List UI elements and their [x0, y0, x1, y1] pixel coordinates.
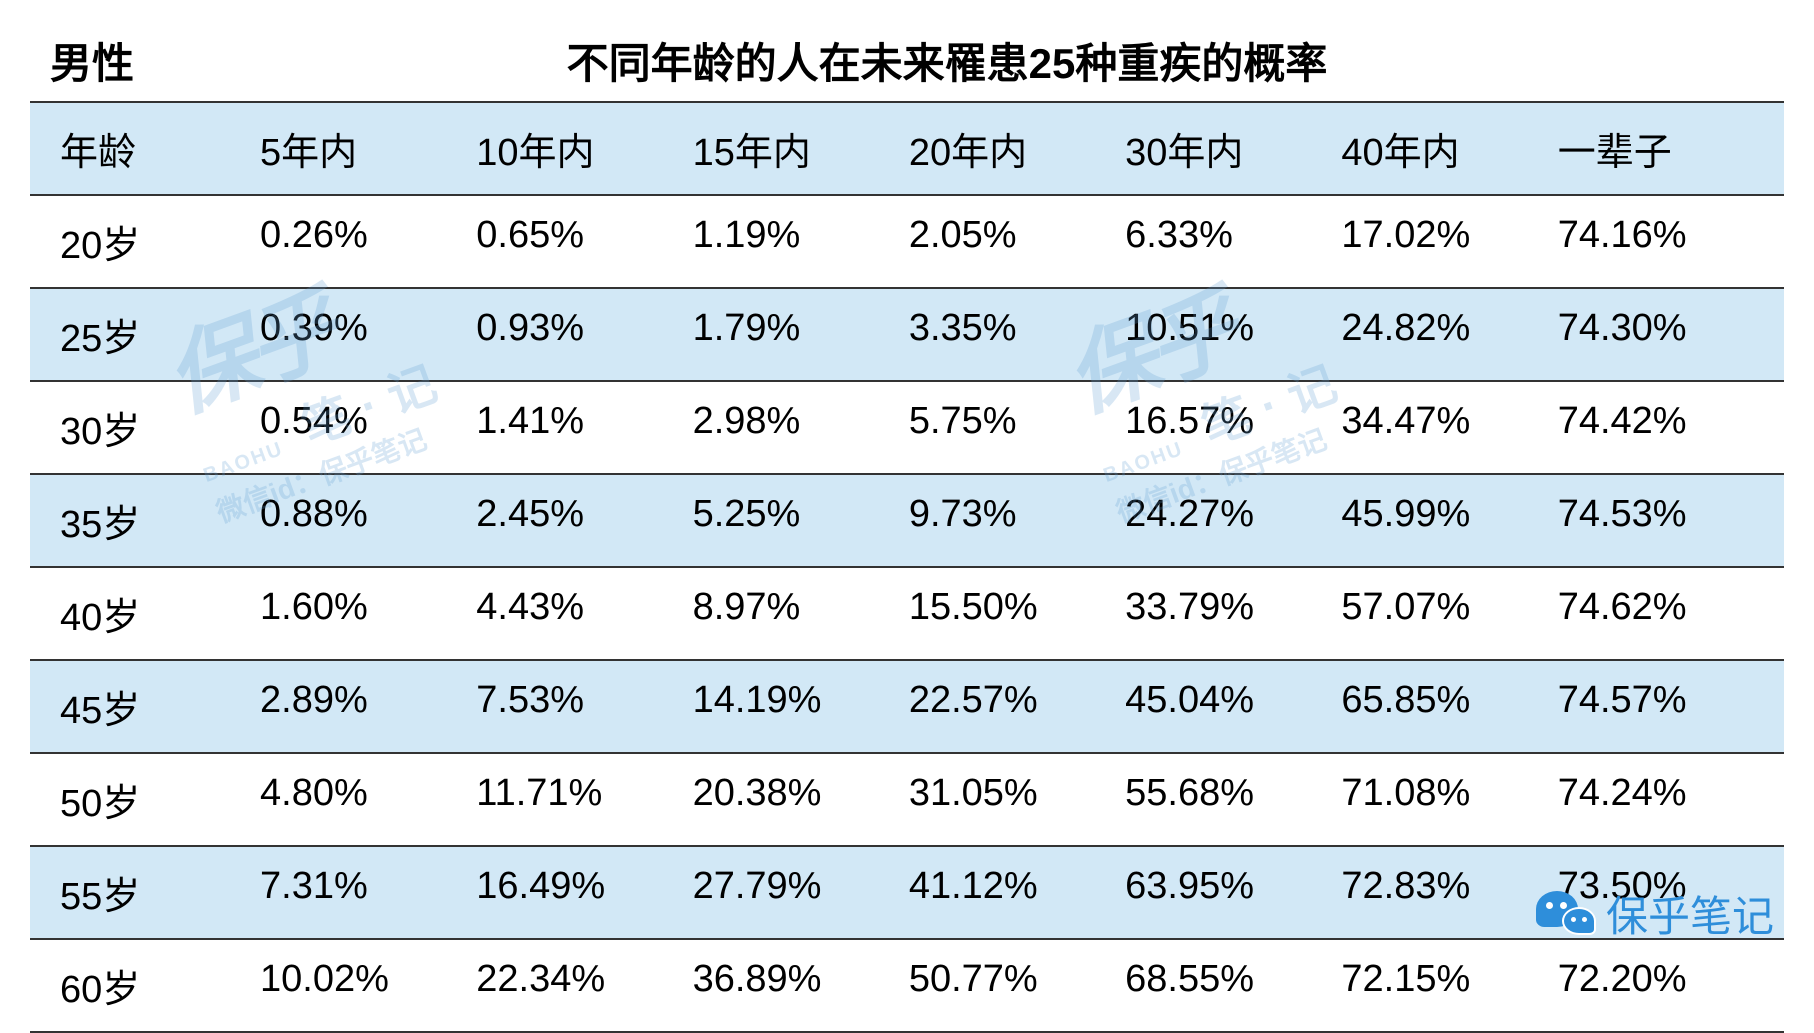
column-header: 40年内: [1331, 121, 1547, 176]
data-cell: 65.85%: [1331, 679, 1547, 734]
footer-brand: 保乎笔记: [1536, 883, 1774, 944]
column-header: 20年内: [899, 121, 1115, 176]
data-cell: 10.02%: [250, 958, 466, 1013]
data-cell: 36.89%: [683, 958, 899, 1013]
age-cell: 60岁: [50, 958, 250, 1013]
data-cell: 5.75%: [899, 400, 1115, 455]
table-row: 35岁0.88%2.45%5.25%9.73%24.27%45.99%74.53…: [30, 475, 1784, 568]
data-cell: 50.77%: [899, 958, 1115, 1013]
data-cell: 2.89%: [250, 679, 466, 734]
data-cell: 72.83%: [1331, 865, 1547, 920]
data-cell: 45.99%: [1331, 493, 1547, 548]
data-cell: 3.35%: [899, 307, 1115, 362]
data-cell: 17.02%: [1331, 214, 1547, 269]
data-cell: 9.73%: [899, 493, 1115, 548]
table-row: 50岁4.80%11.71%20.38%31.05%55.68%71.08%74…: [30, 754, 1784, 847]
data-cell: 34.47%: [1331, 400, 1547, 455]
table-row: 40岁1.60%4.43%8.97%15.50%33.79%57.07%74.6…: [30, 568, 1784, 661]
data-cell: 22.34%: [466, 958, 682, 1013]
column-header: 年龄: [50, 121, 250, 176]
data-cell: 2.05%: [899, 214, 1115, 269]
data-cell: 72.20%: [1548, 958, 1764, 1013]
data-cell: 7.53%: [466, 679, 682, 734]
data-cell: 71.08%: [1331, 772, 1547, 827]
data-cell: 11.71%: [466, 772, 682, 827]
data-cell: 20.38%: [683, 772, 899, 827]
data-cell: 10.51%: [1115, 307, 1331, 362]
data-cell: 16.57%: [1115, 400, 1331, 455]
age-cell: 55岁: [50, 865, 250, 920]
column-header: 一辈子: [1548, 121, 1764, 176]
data-cell: 0.88%: [250, 493, 466, 548]
age-cell: 45岁: [50, 679, 250, 734]
data-cell: 15.50%: [899, 586, 1115, 641]
data-cell: 72.15%: [1331, 958, 1547, 1013]
column-header: 10年内: [466, 121, 682, 176]
data-cell: 0.65%: [466, 214, 682, 269]
data-cell: 8.97%: [683, 586, 899, 641]
data-cell: 74.42%: [1548, 400, 1764, 455]
data-cell: 41.12%: [899, 865, 1115, 920]
age-cell: 20岁: [50, 214, 250, 269]
table-row: 25岁0.39%0.93%1.79%3.35%10.51%24.82%74.30…: [30, 289, 1784, 382]
column-header: 30年内: [1115, 121, 1331, 176]
footer-brand-text: 保乎笔记: [1606, 883, 1774, 944]
data-cell: 22.57%: [899, 679, 1115, 734]
data-cell: 1.19%: [683, 214, 899, 269]
header-row: 男性 不同年龄的人在未来罹患25种重疾的概率: [30, 20, 1784, 103]
data-cell: 2.45%: [466, 493, 682, 548]
age-cell: 30岁: [50, 400, 250, 455]
age-cell: 40岁: [50, 586, 250, 641]
gender-label: 男性: [50, 30, 250, 91]
data-cell: 45.04%: [1115, 679, 1331, 734]
data-cell: 0.93%: [466, 307, 682, 362]
data-cell: 16.49%: [466, 865, 682, 920]
data-cell: 24.27%: [1115, 493, 1331, 548]
wechat-icon: [1536, 889, 1596, 939]
data-cell: 5.25%: [683, 493, 899, 548]
data-cell: 4.43%: [466, 586, 682, 641]
age-cell: 50岁: [50, 772, 250, 827]
data-cell: 31.05%: [899, 772, 1115, 827]
data-cell: 24.82%: [1331, 307, 1547, 362]
data-cell: 27.79%: [683, 865, 899, 920]
data-cell: 2.98%: [683, 400, 899, 455]
data-cell: 57.07%: [1331, 586, 1547, 641]
column-header: 15年内: [683, 121, 899, 176]
table-row: 20岁0.26%0.65%1.19%2.05%6.33%17.02%74.16%: [30, 196, 1784, 289]
table-row: 45岁2.89%7.53%14.19%22.57%45.04%65.85%74.…: [30, 661, 1784, 754]
table-header: 年龄5年内10年内15年内20年内30年内40年内一辈子: [30, 103, 1784, 196]
data-cell: 14.19%: [683, 679, 899, 734]
data-cell: 33.79%: [1115, 586, 1331, 641]
data-cell: 74.57%: [1548, 679, 1764, 734]
data-cell: 0.26%: [250, 214, 466, 269]
data-cell: 74.53%: [1548, 493, 1764, 548]
probability-table: 年龄5年内10年内15年内20年内30年内40年内一辈子 20岁0.26%0.6…: [30, 103, 1784, 1033]
data-cell: 68.55%: [1115, 958, 1331, 1013]
column-header: 5年内: [250, 121, 466, 176]
page-title: 不同年龄的人在未来罹患25种重疾的概率: [250, 30, 1764, 91]
age-cell: 35岁: [50, 493, 250, 548]
data-cell: 63.95%: [1115, 865, 1331, 920]
data-cell: 0.54%: [250, 400, 466, 455]
data-cell: 1.60%: [250, 586, 466, 641]
data-cell: 6.33%: [1115, 214, 1331, 269]
data-cell: 55.68%: [1115, 772, 1331, 827]
age-cell: 25岁: [50, 307, 250, 362]
table-row: 55岁7.31%16.49%27.79%41.12%63.95%72.83%73…: [30, 847, 1784, 940]
data-cell: 1.41%: [466, 400, 682, 455]
data-cell: 74.30%: [1548, 307, 1764, 362]
data-cell: 74.62%: [1548, 586, 1764, 641]
data-cell: 4.80%: [250, 772, 466, 827]
data-cell: 7.31%: [250, 865, 466, 920]
data-cell: 74.16%: [1548, 214, 1764, 269]
data-cell: 74.24%: [1548, 772, 1764, 827]
data-cell: 0.39%: [250, 307, 466, 362]
table-row: 30岁0.54%1.41%2.98%5.75%16.57%34.47%74.42…: [30, 382, 1784, 475]
data-cell: 1.79%: [683, 307, 899, 362]
